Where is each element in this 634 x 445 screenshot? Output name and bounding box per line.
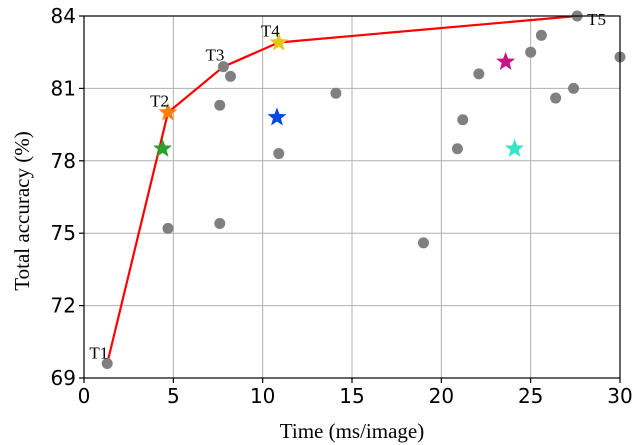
x-tick-label-6: 30 [607, 384, 632, 408]
y-tick-label-2: 75 [51, 221, 76, 245]
y-tick-label-3: 78 [51, 149, 76, 173]
frontier-label-t5: T5 [587, 10, 606, 29]
star-marker-5 [505, 138, 525, 157]
y-tick-label-4: 81 [51, 76, 76, 100]
frontier-label-t1: T1 [89, 344, 108, 363]
scatter-point-4 [217, 61, 229, 73]
star-marker-3 [267, 107, 287, 126]
scatter-point-9 [451, 143, 463, 155]
x-tick-label-1: 5 [167, 384, 180, 408]
frontier-line-group [106, 14, 578, 364]
x-tick-label-2: 10 [250, 384, 275, 408]
scatter-point-14 [550, 92, 562, 104]
scatter-point-10 [457, 114, 469, 126]
y-tick-label-0: 69 [51, 366, 76, 390]
scatter-point-3 [214, 99, 226, 111]
frontier-label-t2: T2 [150, 92, 169, 111]
star-marker-0 [158, 102, 178, 121]
scatter-point-5 [225, 70, 237, 82]
scatter-point-1 [162, 222, 174, 234]
x-axis-label: Time (ms/image) [280, 419, 424, 443]
y-tick-label-1: 72 [51, 294, 76, 318]
grid [83, 15, 621, 379]
scatter-point-6 [273, 148, 285, 160]
scatter-point-13 [535, 29, 547, 41]
scatter-point-12 [525, 46, 537, 58]
x-tick-label-0: 0 [78, 384, 91, 408]
scatter-point-15 [568, 82, 580, 94]
point-labels: T1 T2 T3 T4 T5 [89, 10, 606, 363]
x-tick-label-3: 15 [339, 384, 364, 408]
y-axis-label: Total accuracy (%) [10, 131, 34, 290]
scatter-point-0 [101, 358, 113, 370]
axes: 0 5 10 15 20 25 30 69 72 75 78 81 84 [51, 4, 633, 408]
star-markers [153, 32, 525, 157]
scatter-point-11 [473, 68, 485, 80]
star-marker-4 [496, 51, 516, 70]
star-marker-1 [153, 138, 173, 157]
x-tick-label-5: 25 [518, 384, 543, 408]
y-tick-label-5: 84 [51, 4, 76, 28]
x-tick-label-4: 20 [429, 384, 454, 408]
star-marker-2 [269, 32, 289, 51]
scatter-points [101, 10, 626, 370]
frontier-label-t4: T4 [261, 22, 280, 41]
scatter-point-8 [417, 237, 429, 249]
frontier-line [106, 14, 578, 364]
frontier-label-t3: T3 [205, 46, 224, 65]
scatter-point-7 [330, 87, 342, 99]
scatter-point-2 [214, 218, 226, 230]
